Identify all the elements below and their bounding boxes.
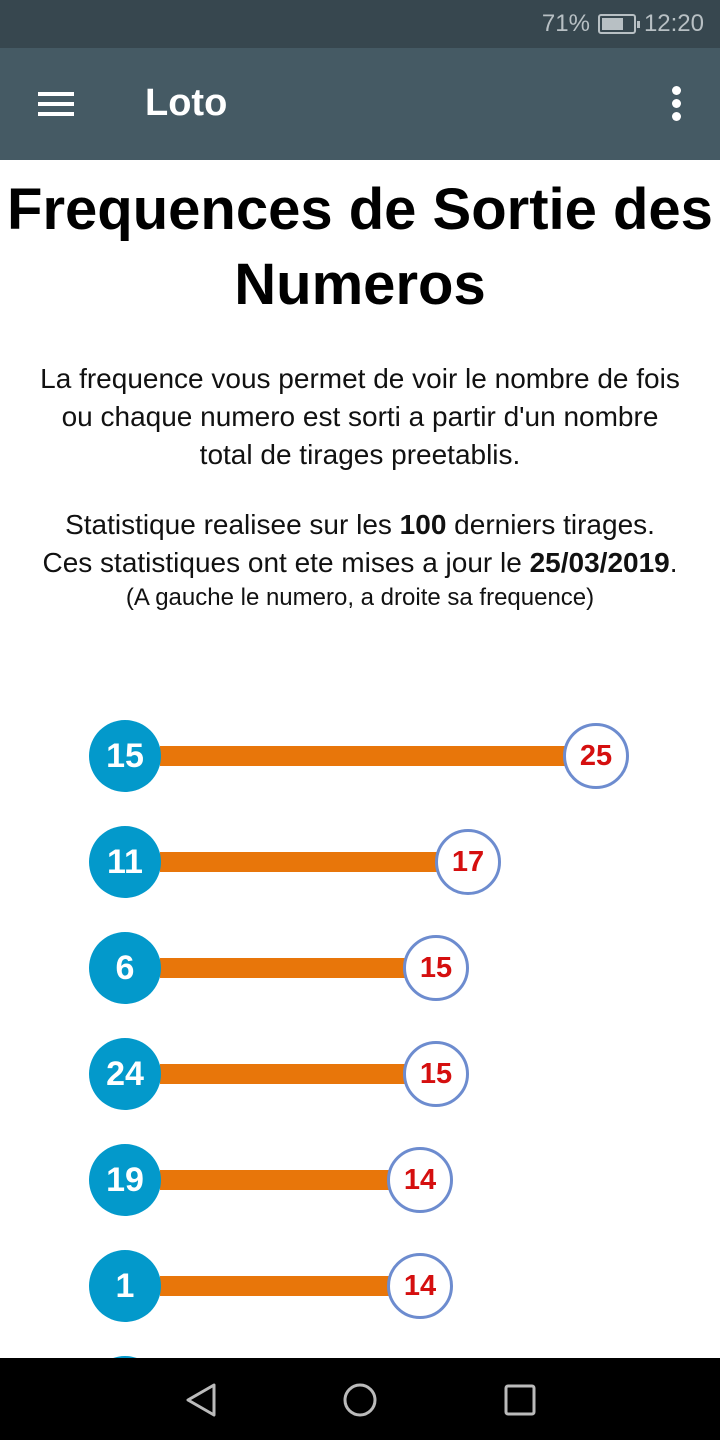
update-date: 25/03/2019 (529, 547, 670, 578)
number-ball: 1 (89, 1250, 161, 1322)
frequency-bar (160, 1170, 389, 1190)
number-ball: 24 (89, 1038, 161, 1110)
frequency-bar (160, 1276, 389, 1296)
stats-suffix: derniers tirages. (446, 509, 655, 540)
number-ball: 6 (89, 932, 161, 1004)
status-bar: 71% 12:20 (0, 0, 720, 48)
chart-row: 15 25 (0, 716, 720, 796)
page-title: Frequences de Sortie des Numeros (7, 177, 713, 317)
stats-info: Statistique realisee sur les 100 dernier… (40, 506, 680, 614)
navigation-bar (0, 1358, 720, 1440)
hamburger-menu-icon[interactable] (38, 92, 74, 116)
frequency-bar (160, 958, 405, 978)
description: La frequence vous permet de voir le nomb… (40, 363, 680, 470)
chart-row: 19 14 (0, 1140, 720, 1220)
home-button[interactable] (342, 1382, 378, 1423)
frequency-value: 17 (435, 829, 501, 895)
legend-note: (A gauche le numero, a droite sa frequen… (125, 584, 595, 611)
frequency-value: 15 (403, 935, 469, 1001)
frequency-bar (160, 1064, 405, 1084)
update-prefix: Ces statistiques ont ete mises a jour le (42, 547, 530, 578)
frequency-bar (160, 852, 437, 872)
clock: 12:20 (643, 10, 704, 37)
frequency-value: 25 (563, 723, 629, 789)
chart-row: 24 15 (0, 1034, 720, 1114)
frequency-value: 14 (387, 1253, 453, 1319)
number-ball: 15 (89, 720, 161, 792)
app-bar: Loto (0, 48, 720, 160)
stats-prefix: Statistique realisee sur les (65, 509, 400, 540)
chart-row: 11 17 (0, 822, 720, 902)
update-suffix: . (669, 547, 678, 578)
app-title: Loto (145, 82, 228, 124)
chart-row-partial (0, 1352, 720, 1358)
back-button[interactable] (184, 1382, 218, 1423)
number-ball (89, 1356, 161, 1358)
chart-row: 1 14 (0, 1246, 720, 1326)
number-ball: 11 (89, 826, 161, 898)
battery-icon (597, 14, 640, 34)
chart-row: 6 15 (0, 928, 720, 1008)
stats-count: 100 (399, 509, 447, 540)
frequency-value: 14 (387, 1147, 453, 1213)
recents-button[interactable] (504, 1382, 536, 1423)
frequency-value: 15 (403, 1041, 469, 1107)
more-options-icon[interactable] (666, 86, 686, 124)
frequency-bar (160, 746, 565, 766)
battery-percent: 71% (541, 10, 590, 37)
content-scroll[interactable]: Frequences de Sortie des Numeros La freq… (0, 160, 720, 1358)
number-ball: 19 (89, 1144, 161, 1216)
